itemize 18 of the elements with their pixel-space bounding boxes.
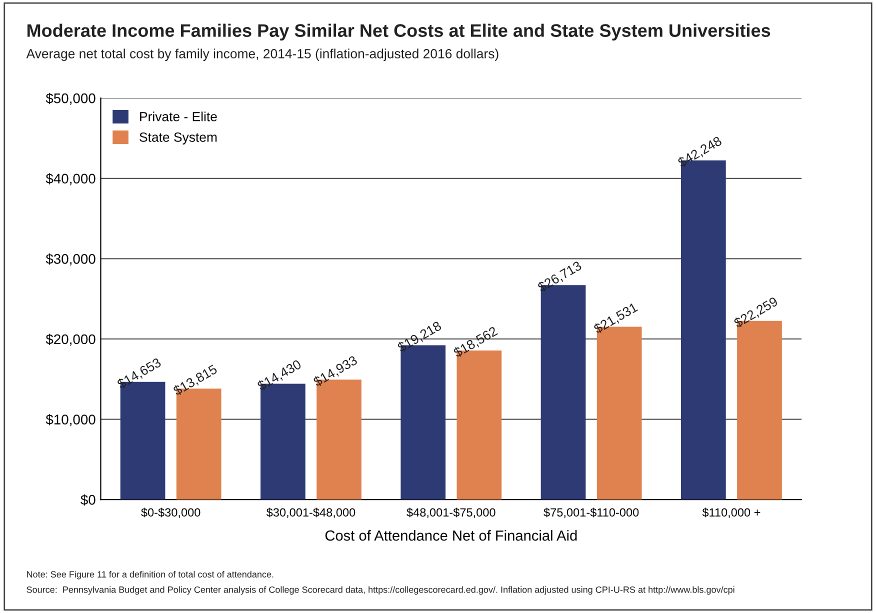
- y-tick-label: $50,000: [46, 92, 96, 105]
- x-tick-label: $110,000 +: [702, 508, 760, 518]
- legend-label: State System: [140, 132, 217, 144]
- legend-label: Private - Elite: [140, 112, 217, 122]
- chart-title: Moderate Income Families Pay Similar Net Costs at Elite and State System Universities: [27, 24, 770, 41]
- x-tick-label: $0-$30,000: [141, 508, 200, 518]
- y-tick-label: $10,000: [46, 414, 96, 426]
- text: Note: See Figure 11 for a definition of total cost of attendance.: [27, 570, 274, 580]
- x-tick-label: $30,001-$48,000: [266, 508, 356, 518]
- x-tick-label: $75,001-$110-000: [544, 508, 639, 518]
- chart-subtitle: Average net total cost by family income, 2014-15 (inflation-adjusted 2016 dollars): [26, 48, 498, 61]
- y-tick-label: $0: [80, 494, 96, 506]
- source-note: Source: Pennsylvania Budget and Policy Center analysis of College Scorecard data, https://collegescorecard.ed.gov/. Inflation adjusted using CPI-U-RS at http://www.bls.gov/cpi: [26, 586, 734, 595]
- x-tick-label: $48,001-$75,000: [406, 508, 496, 518]
- y-tick-label: $40,000: [46, 173, 96, 186]
- x-axis-title: Cost of Attendance Net of Financial Aid: [325, 530, 577, 541]
- y-tick-label: $30,000: [46, 253, 96, 266]
- y-tick-label: $20,000: [46, 334, 96, 346]
